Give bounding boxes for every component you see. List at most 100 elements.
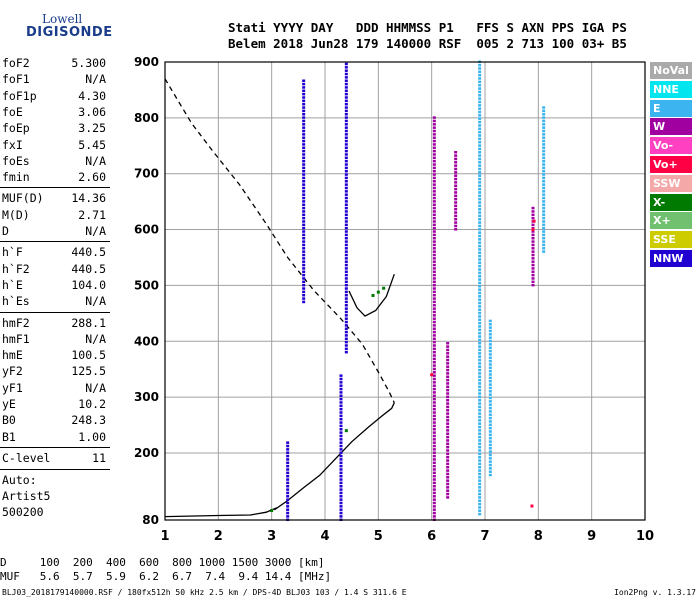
series-w-echo <box>446 472 450 476</box>
series-w-echo <box>446 342 450 345</box>
series-nnw-echo <box>344 230 348 233</box>
series-e-echo <box>488 379 492 383</box>
series-nnw-echo <box>339 481 343 485</box>
series-nnw-echo <box>286 478 290 481</box>
series-nnw-echo <box>344 72 348 76</box>
series-e-echo <box>478 77 482 80</box>
series-w-echo <box>432 397 436 401</box>
series-nnw-echo <box>344 102 348 106</box>
series-nnw-echo <box>344 139 348 143</box>
series-nnw-echo <box>344 123 348 126</box>
series-x--point <box>371 293 375 297</box>
series-nnw-echo <box>339 505 343 508</box>
series-w-echo <box>432 216 436 220</box>
series-nnw-echo <box>339 498 343 501</box>
series-nnw-echo <box>302 146 306 150</box>
series-w-echo <box>454 224 458 228</box>
series-w-echo <box>432 190 436 193</box>
series-e-echo <box>478 345 482 348</box>
series-w-echo <box>432 515 436 518</box>
y-tick-label: 700 <box>134 167 159 181</box>
series-w-echo <box>454 207 458 211</box>
series-nnw-echo <box>339 511 343 515</box>
series-nnw-echo <box>302 176 306 180</box>
param-value: N/A <box>85 153 106 168</box>
legend-item-sse: SSE <box>650 231 692 249</box>
series-e-echo <box>488 323 492 326</box>
series-w-echo <box>454 154 458 157</box>
series-w-echo <box>446 462 450 466</box>
series-nnw-echo <box>344 96 348 99</box>
series-e-echo <box>488 393 492 396</box>
series-e-echo <box>478 244 482 248</box>
series-e-echo <box>478 331 482 335</box>
series-e-echo <box>478 459 482 462</box>
series-w-echo <box>432 381 436 384</box>
series-e-echo <box>478 231 482 234</box>
series-e-echo <box>478 164 482 167</box>
series-nnw-echo <box>286 451 290 454</box>
series-nnw-echo <box>302 106 306 109</box>
series-nnw-echo <box>344 196 348 200</box>
series-nnw-echo <box>302 226 306 230</box>
series-e-echo <box>488 416 492 420</box>
series-e-echo <box>478 264 482 268</box>
series-w-echo <box>432 377 436 381</box>
series-e-echo <box>478 385 482 389</box>
param-value: 2.71 <box>78 207 106 222</box>
series-w-echo <box>531 230 535 233</box>
series-e-echo <box>478 161 482 164</box>
legend-item-e: E <box>650 99 692 117</box>
series-e-echo <box>488 343 492 346</box>
series-e-echo <box>488 433 492 437</box>
series-e-echo <box>542 109 546 113</box>
series-w-echo <box>446 345 450 348</box>
series-w-echo <box>432 186 436 190</box>
y-tick-label: 80 <box>142 513 159 527</box>
series-nnw-echo <box>339 448 343 451</box>
footer-version: Ion2Png v. 1.3.17 <box>614 588 696 597</box>
series-w-echo <box>446 372 450 375</box>
series-e-echo <box>478 465 482 469</box>
series-e-echo <box>478 241 482 244</box>
series-e-echo <box>478 211 482 214</box>
series-w-echo <box>446 476 450 479</box>
series-nnw-echo <box>339 411 343 414</box>
series-e-echo <box>478 207 482 211</box>
param-row: fmin 2.60 <box>0 170 110 186</box>
series-w-echo <box>446 378 450 382</box>
chart-series <box>164 60 546 521</box>
series-w-echo <box>432 411 436 414</box>
series-nnw-echo <box>339 424 343 428</box>
series-w-echo <box>432 223 436 227</box>
series-nnw-echo <box>286 501 290 505</box>
series-e-echo <box>488 376 492 380</box>
series-w-echo <box>446 375 450 379</box>
param-separator <box>0 446 110 448</box>
series-w-echo <box>446 388 450 392</box>
param-name: foF2 <box>2 56 30 70</box>
series-e-echo <box>478 184 482 187</box>
series-w-echo <box>531 247 535 250</box>
distance-muf-scale: D 100 200 400 600 800 1000 1500 3000 [km… <box>0 556 700 588</box>
series-nnw-echo <box>302 233 306 237</box>
param-name: h`F2 <box>2 261 30 276</box>
series-w-echo <box>446 449 450 452</box>
series-nnw-echo <box>339 417 343 421</box>
series-w-echo <box>432 484 436 488</box>
series-e-echo <box>488 339 492 343</box>
series-w-echo <box>531 253 535 257</box>
series-nnw-echo <box>344 210 348 213</box>
series-e-echo <box>542 230 546 233</box>
series-e-echo <box>478 435 482 439</box>
series-nnw-echo <box>344 82 348 86</box>
series-w-echo <box>432 391 436 394</box>
param-separator <box>0 187 110 189</box>
series-w-echo <box>446 482 450 486</box>
x-tick-label: 2 <box>214 529 223 544</box>
series-nnw-echo <box>302 193 306 196</box>
series-w-echo <box>432 173 436 176</box>
series-nnw-echo <box>286 511 290 515</box>
logo-lowell-text: Lowell <box>42 12 83 26</box>
series-w-echo <box>531 233 535 237</box>
